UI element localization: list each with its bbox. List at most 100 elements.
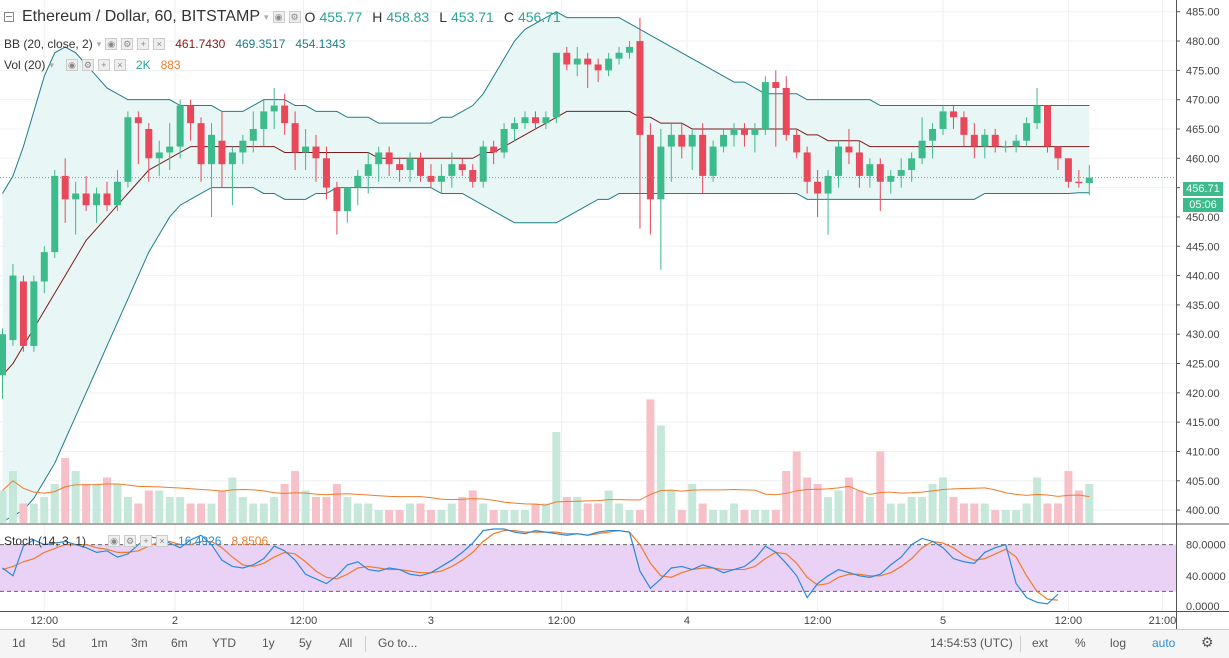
ext-toggle[interactable]: ext [1032,636,1049,650]
price-tick-label: 465.00 [1186,124,1220,136]
price-tick-label: 425.00 [1186,359,1220,371]
close-icon[interactable]: × [153,38,166,50]
price-tick-label: 475.00 [1186,65,1220,77]
range-ytd[interactable]: YTD [212,636,236,650]
volume-bar [562,497,571,523]
bb-lower-value: 454.1343 [295,37,346,51]
candle-body [448,164,456,176]
candle-body [751,128,759,135]
candle-body [479,146,487,182]
candle-body [1023,123,1031,141]
volume-bar [155,490,164,523]
candle-body [1075,181,1083,184]
candle-body [396,164,404,171]
volume-bar [176,497,185,523]
chevron-down-icon[interactable]: ▾ [264,11,269,22]
settings-icon[interactable]: ⚙ [124,535,137,547]
candle-body [270,105,278,112]
volume-bar [103,477,111,523]
settings-icon[interactable]: ⚙ [81,59,94,71]
candle-body [93,193,101,206]
price-tick-label: 420.00 [1186,388,1220,400]
volume-bar [813,484,822,523]
settings-icon[interactable]: ⚙ [121,38,134,50]
candle-body [385,152,393,165]
candle-body [1002,146,1010,148]
range-6m[interactable]: 6m [171,636,188,650]
price-tick-label: 485.00 [1186,7,1220,19]
candle-body [469,170,477,182]
log-toggle[interactable]: log [1110,636,1127,650]
eye-icon[interactable]: ◉ [108,535,121,547]
stoch-legend: Stoch (14, 3, 1) ◉ ⚙ + × 16.4926 8.8506 [4,534,268,548]
volume-bar [468,490,477,523]
chart-canvas[interactable]: 485.00 480.00 475.00 470.00 465.00 460.00 455.… [0,0,1229,629]
range-1m[interactable]: 1m [91,636,108,650]
range-3m[interactable]: 3m [131,636,148,650]
candle-body [939,111,947,129]
candle-body [302,146,310,153]
vol-ma-value: 883 [160,58,181,72]
volume-bar [238,497,247,523]
volume-bar [29,503,38,523]
volume-bar [625,510,634,523]
volume-bar [897,503,906,523]
time-tick-label: 4 [684,615,690,627]
plus-icon[interactable]: + [140,535,153,547]
candle-body [709,146,717,176]
candle-body [782,87,790,135]
candle-body [354,175,362,188]
volume-bar [635,510,644,523]
volume-bar [907,497,916,523]
chevron-down-icon[interactable]: ▾ [96,38,102,49]
time-tick-label: 12:00 [290,615,318,627]
volume-bar [667,490,676,523]
plus-icon[interactable]: + [137,38,150,50]
volume-bar [980,503,989,523]
candle-body [531,117,539,124]
percent-toggle[interactable]: % [1075,636,1086,650]
candle-body [51,175,59,253]
volume-bar [458,497,467,523]
close-icon[interactable]: × [113,59,126,71]
close-icon[interactable]: × [156,535,169,547]
range-1d[interactable]: 1d [12,636,26,650]
volume-bar [730,503,738,523]
stoch-tick-label: 80.0000 [1186,540,1226,552]
chevron-down-icon[interactable]: ▾ [49,59,54,70]
range-5y[interactable]: 5y [299,636,312,650]
collapse-icon[interactable] [4,12,14,22]
stoch-k-value: 16.4926 [178,534,222,548]
candle-body [197,123,205,165]
candle-body [573,58,581,65]
bb-lower-line [2,187,1090,523]
candle-body [584,58,592,65]
auto-toggle[interactable]: auto [1152,636,1176,650]
volume-bar [165,497,174,523]
candle-body [458,164,466,171]
volume-bar [197,503,206,523]
eye-icon[interactable]: ◉ [65,59,78,71]
volume-bar [374,510,383,523]
goto-button[interactable]: Go to... [378,636,418,650]
volume-bar [207,503,216,523]
time-tick-label: 2 [172,615,178,627]
gear-icon[interactable]: ⚙ [1201,634,1214,650]
vol-legend: Vol (20) ▾ ◉ ⚙ + × 2K 883 [4,58,181,72]
stoch-label: Stoch (14, 3, 1) [4,534,87,548]
eye-icon[interactable]: ◉ [105,38,118,50]
candle-body [19,281,27,346]
plus-icon[interactable]: + [97,59,110,71]
volume-bar [594,503,603,523]
time-tick-label: 21:00 [1149,615,1177,627]
volume-bar [719,510,728,523]
range-all[interactable]: All [339,636,353,650]
volume-bar [834,490,843,523]
settings-icon[interactable]: ⚙ [288,11,301,23]
eye-icon[interactable]: ◉ [272,11,285,23]
range-5d[interactable]: 5d [52,636,66,650]
volume-bar [646,399,655,523]
range-1y[interactable]: 1y [262,636,275,650]
candle-body [375,152,383,165]
volume-bar [322,497,331,523]
